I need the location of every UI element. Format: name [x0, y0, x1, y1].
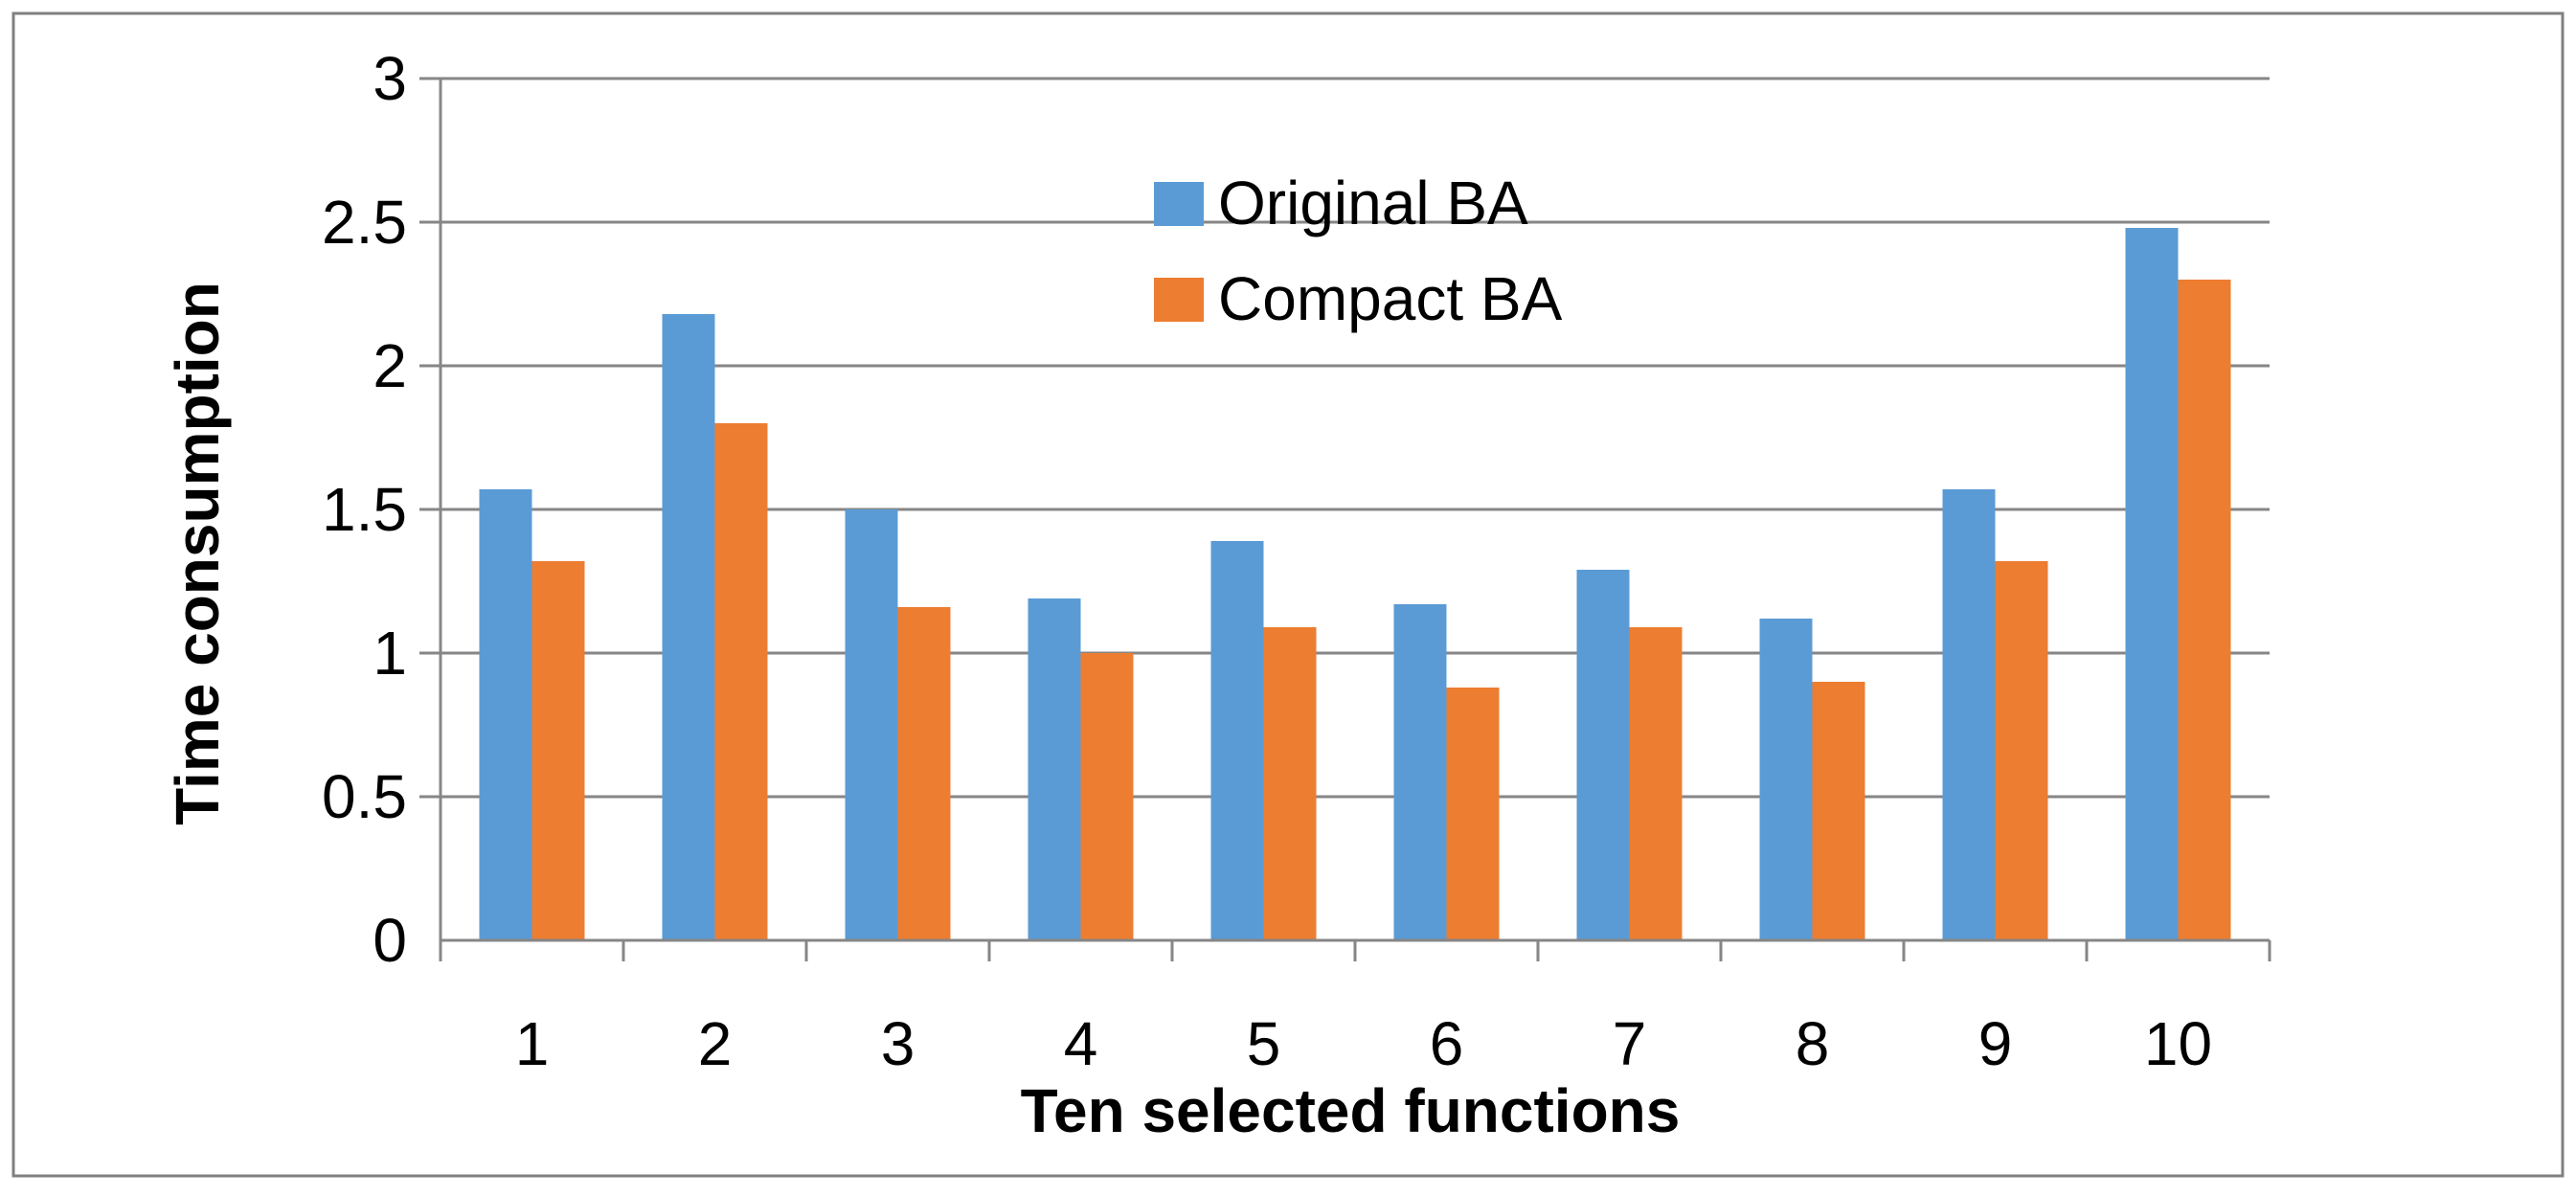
bar-compact-ba-7	[1629, 627, 1683, 940]
x-tick-label: 9	[1978, 1009, 2013, 1078]
x-axis-title: Ten selected functions	[1021, 1076, 1681, 1145]
x-tick-label: 1	[515, 1009, 550, 1078]
bar-original-ba-1	[479, 489, 532, 940]
bar-original-ba-4	[1028, 598, 1081, 940]
y-tick-label: 1	[373, 619, 407, 688]
bar-original-ba-5	[1210, 541, 1264, 940]
x-tick-label: 8	[1796, 1009, 1830, 1078]
x-tick-labels: 1 2 3 4 5 6 7 8 9 10	[515, 1009, 2212, 1078]
x-tick-label: 6	[1430, 1009, 1464, 1078]
bar-compact-ba-1	[531, 561, 585, 940]
legend-swatch-compact-ba	[1154, 278, 1204, 322]
axes	[439, 79, 2271, 961]
y-axis-title: Time consumption	[163, 282, 232, 825]
x-tick-label: 4	[1064, 1009, 1098, 1078]
y-tick-label: 2.5	[322, 188, 407, 257]
legend: Original BA Compact BA	[1154, 169, 1563, 333]
legend-label-original-ba: Original BA	[1218, 169, 1528, 237]
bar-original-ba-10	[2125, 228, 2179, 940]
bar-original-ba-3	[845, 509, 898, 940]
x-tick-label: 7	[1613, 1009, 1647, 1078]
y-tick-labels: 0 0.5 1 1.5 2 2.5 3	[322, 44, 407, 975]
bar-compact-ba-9	[1995, 561, 2048, 940]
bar-compact-ba-4	[1080, 653, 1134, 940]
y-tick-label: 2	[373, 331, 407, 400]
x-tick-label: 3	[881, 1009, 915, 1078]
y-tick-label: 3	[373, 44, 407, 113]
bars	[479, 228, 2231, 940]
legend-label-compact-ba: Compact BA	[1218, 264, 1563, 333]
y-tick-label: 1.5	[322, 475, 407, 544]
bar-compact-ba-8	[1812, 682, 1865, 940]
x-tick-label: 10	[2144, 1009, 2212, 1078]
bar-compact-ba-10	[2178, 280, 2231, 940]
legend-swatch-original-ba	[1154, 182, 1204, 226]
bar-compact-ba-6	[1446, 688, 1500, 940]
bar-original-ba-6	[1393, 604, 1447, 940]
bar-original-ba-9	[1942, 489, 1996, 940]
bar-original-ba-8	[1759, 619, 1813, 940]
bar-compact-ba-3	[897, 607, 951, 940]
bar-original-ba-2	[662, 314, 715, 940]
bar-original-ba-7	[1576, 570, 1630, 940]
x-tick-label: 5	[1247, 1009, 1281, 1078]
x-tick-label: 2	[698, 1009, 733, 1078]
bar-compact-ba-5	[1263, 627, 1317, 940]
bar-compact-ba-2	[714, 423, 768, 940]
y-tick-label: 0	[373, 906, 407, 975]
y-tick-label: 0.5	[322, 762, 407, 831]
